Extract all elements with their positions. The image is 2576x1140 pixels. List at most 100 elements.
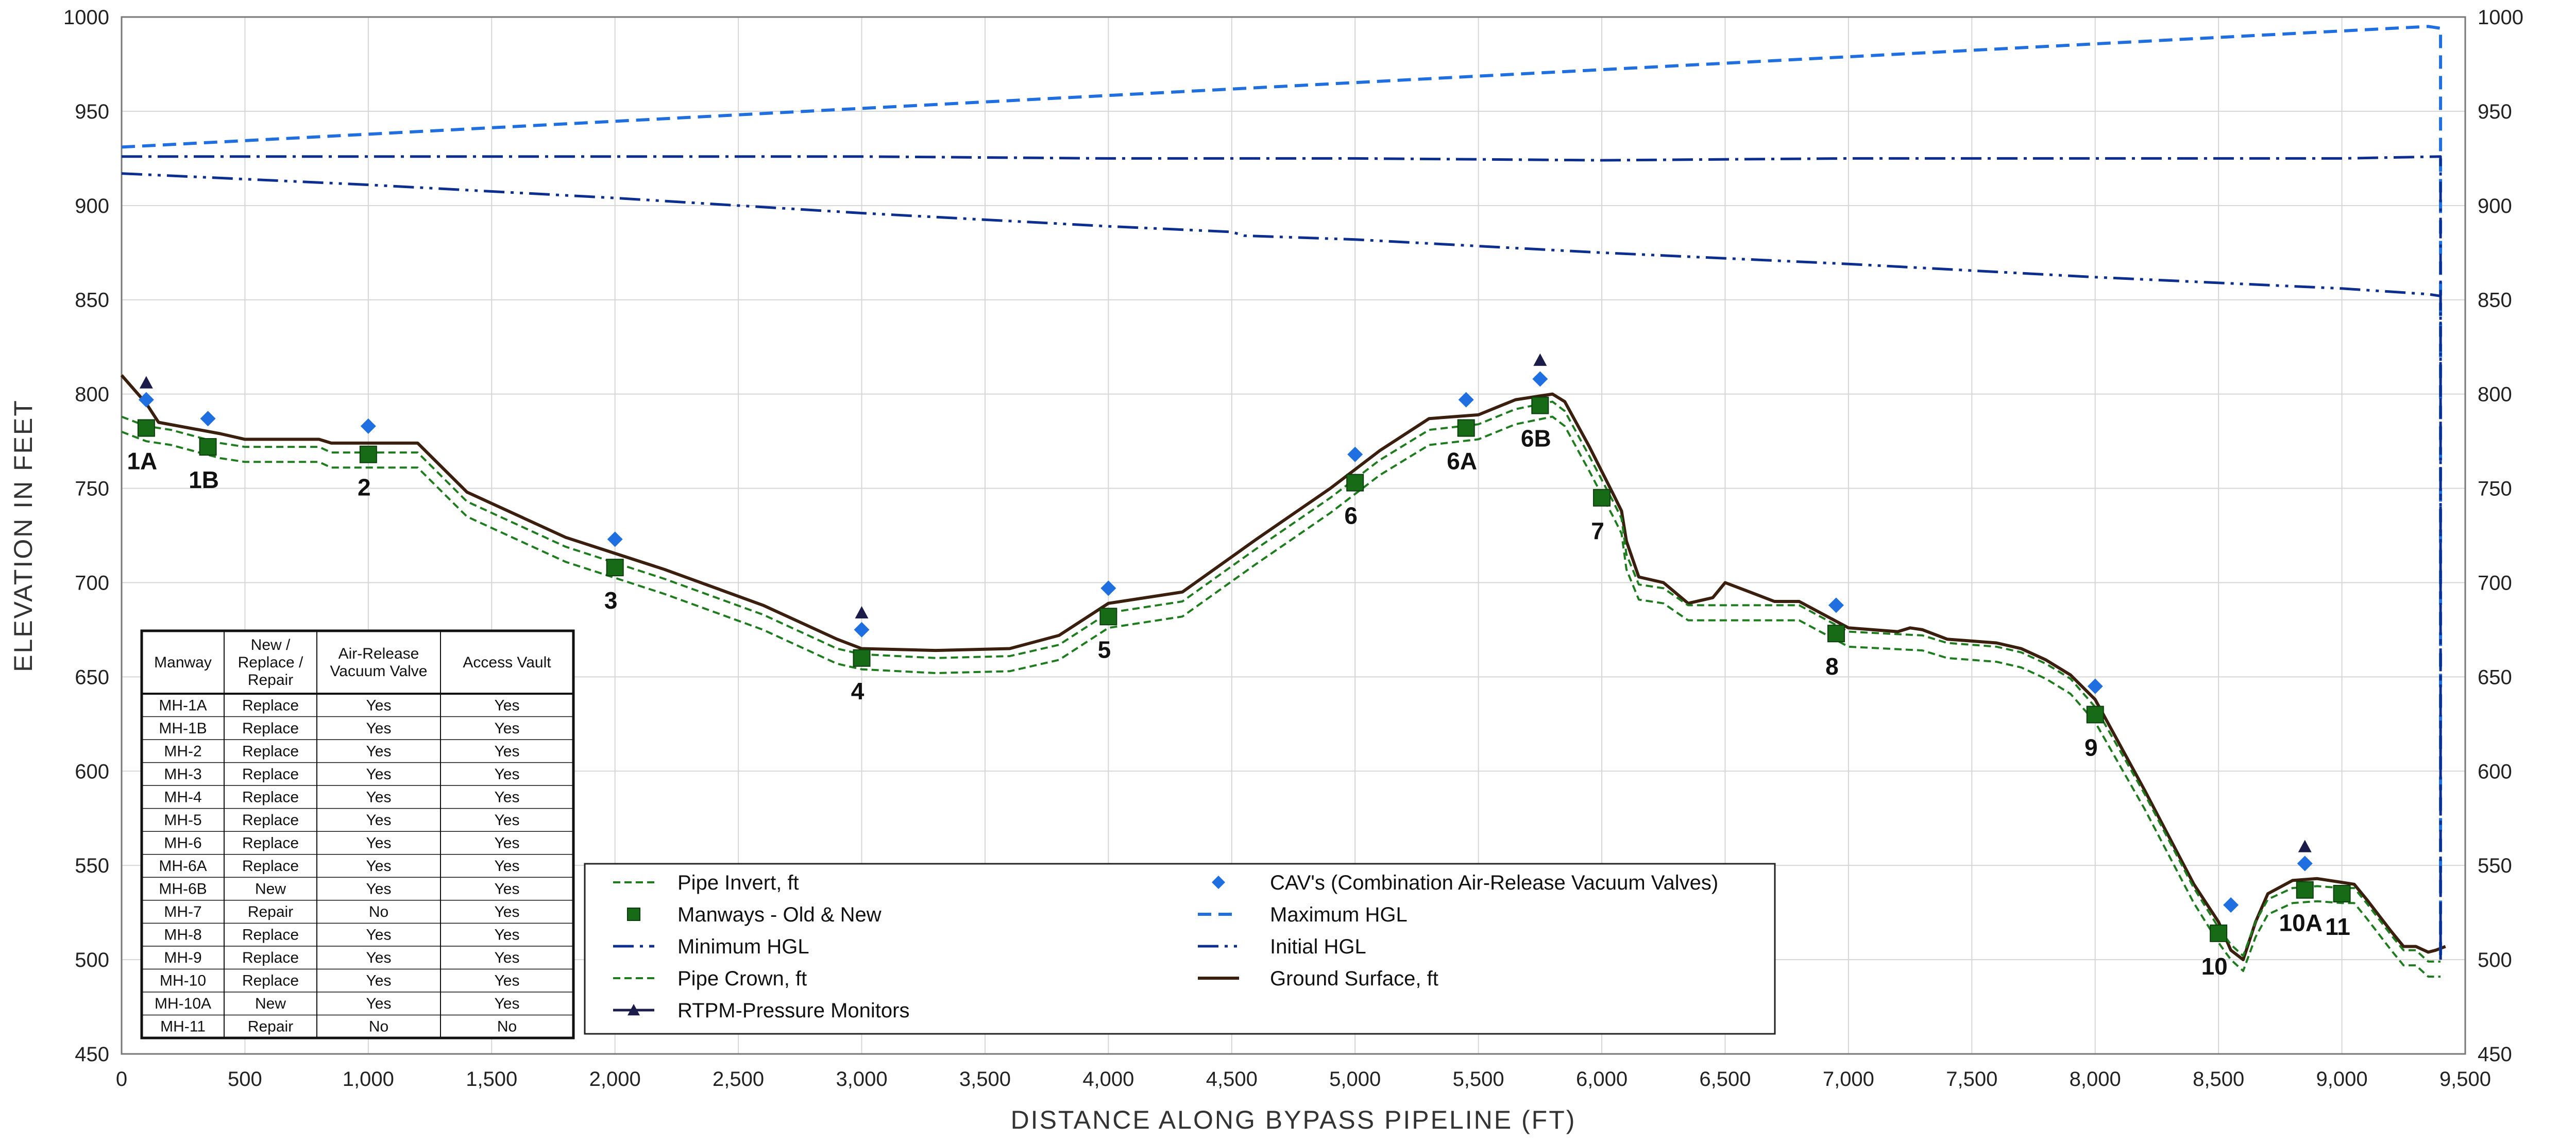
y-tick-label: 800 [75, 383, 109, 406]
table-cell: Yes [366, 858, 392, 875]
cav-marker [2087, 678, 2103, 694]
x-tick-label: 4,500 [1206, 1068, 1258, 1091]
series-line-initial-hgl [121, 172, 2442, 960]
table-cell: Yes [366, 949, 392, 966]
manway-label: 10A [2279, 910, 2323, 936]
table-cell: MH-7 [164, 903, 201, 920]
table-cell: No [497, 1018, 517, 1035]
cav-marker [607, 531, 623, 547]
legend-label: Pipe Invert, ft [677, 871, 799, 894]
x-tick-label: 8,500 [2193, 1068, 2244, 1091]
table-cell: Replace [242, 973, 299, 990]
manway-label: 10 [2201, 953, 2228, 980]
table-cell: Yes [495, 720, 520, 737]
table-header-cell: Repair [248, 672, 293, 689]
table-cell: Yes [495, 973, 520, 990]
y-tick-label-right: 900 [2478, 195, 2512, 217]
series-line-ground [120, 374, 2446, 962]
legend-label: Minimum HGL [677, 935, 809, 958]
manway-marker [1346, 474, 1364, 492]
legend-label: CAV's (Combination Air-Release Vacuum Va… [1270, 871, 1718, 894]
series [120, 25, 2446, 978]
table-cell: Yes [495, 743, 520, 760]
manway-label: 2 [358, 474, 371, 501]
x-tick-label: 9,500 [2439, 1068, 2491, 1091]
y-tick-label-right: 850 [2478, 289, 2512, 312]
table-cell: No [369, 903, 388, 920]
manway-marker [2210, 924, 2228, 942]
y-tick-label-right: 450 [2478, 1043, 2512, 1066]
x-tick-label: 7,500 [1946, 1068, 1997, 1091]
y-tick-label-right: 650 [2478, 666, 2512, 689]
y-tick-label: 900 [75, 195, 109, 217]
cav-marker [1100, 580, 1116, 596]
x-tick-label: 9,000 [2316, 1068, 2368, 1091]
table-cell: No [369, 1018, 388, 1035]
cav-marker [2297, 856, 2313, 871]
y-tick-label-right: 700 [2478, 572, 2512, 594]
table-cell: Repair [248, 903, 293, 920]
y-axis-title: ELEVATION IN FEET [9, 399, 38, 672]
cav-marker [1828, 597, 1844, 613]
cav-marker [200, 411, 216, 427]
table-cell: MH-3 [164, 766, 201, 783]
manway-label: 9 [2084, 734, 2098, 761]
table-cell: Yes [495, 995, 520, 1012]
y-tick-label-right: 800 [2478, 383, 2512, 406]
table-cell: MH-1A [159, 697, 207, 714]
table-cell: Yes [366, 697, 392, 714]
legend-label: Ground Surface, ft [1270, 967, 1438, 990]
y-tick-label: 750 [75, 478, 109, 500]
table-cell: Replace [242, 720, 299, 737]
table-cell: Yes [366, 720, 392, 737]
x-tick-label: 2,500 [713, 1068, 764, 1091]
y-tick-label: 450 [75, 1043, 109, 1066]
table-cell: Yes [495, 834, 520, 851]
manway-label: 6 [1344, 502, 1358, 529]
y-tick-label-right: 550 [2478, 854, 2512, 877]
x-tick-label: 4,000 [1082, 1068, 1134, 1091]
manway-label: 7 [1591, 517, 1604, 544]
legend-symbol-manway [627, 908, 640, 921]
table-cell: Replace [242, 743, 299, 760]
manway-marker [2333, 885, 2351, 903]
table-cell: Yes [495, 903, 520, 920]
legend-symbol-rtpm [628, 1004, 640, 1016]
y-tick-label-right: 950 [2478, 100, 2512, 123]
table-cell: Yes [495, 927, 520, 944]
y-tick-label: 500 [75, 949, 109, 971]
x-tick-label: 7,000 [1823, 1068, 1874, 1091]
table-cell: Replace [242, 697, 299, 714]
manway-label: 11 [2325, 913, 2350, 940]
manway-marker [1099, 608, 1117, 626]
x-axis-title: DISTANCE ALONG BYPASS PIPELINE (FT) [1011, 1105, 1577, 1134]
x-tick-label: 0 [116, 1068, 127, 1091]
manway-label: 5 [1098, 636, 1111, 663]
table-cell: Yes [366, 812, 392, 829]
table-cell: MH-5 [164, 812, 201, 829]
legend: Pipe Invert, ft Manways - Old & New Minimu… [584, 863, 1776, 1035]
table-cell: MH-1B [159, 720, 207, 737]
legend-label: Pipe Crown, ft [677, 967, 807, 990]
table-cell: Replace [242, 949, 299, 966]
table-cell: MH-8 [164, 927, 201, 944]
y-tick-label-right: 750 [2478, 478, 2512, 500]
cav-marker [138, 392, 154, 408]
legend-label: Maximum HGL [1270, 903, 1408, 926]
table-cell: Yes [366, 973, 392, 990]
table-cell: MH-9 [164, 949, 201, 966]
manway-label: 6B [1521, 425, 1551, 452]
legend-symbol-cav [1212, 876, 1225, 889]
manway-label: 1B [189, 466, 219, 493]
table-header-cell: Air-Release [338, 645, 419, 662]
table-cell: Yes [495, 881, 520, 898]
x-tick-label: 1,000 [343, 1068, 394, 1091]
rtpm-marker [2298, 840, 2312, 852]
cav-marker [360, 418, 376, 434]
table-cell: Yes [366, 766, 392, 783]
y-tick-label: 550 [75, 854, 109, 877]
manway-label: 8 [1825, 653, 1839, 680]
plot-frame [121, 16, 2466, 1055]
table-cell: Repair [248, 1018, 293, 1035]
